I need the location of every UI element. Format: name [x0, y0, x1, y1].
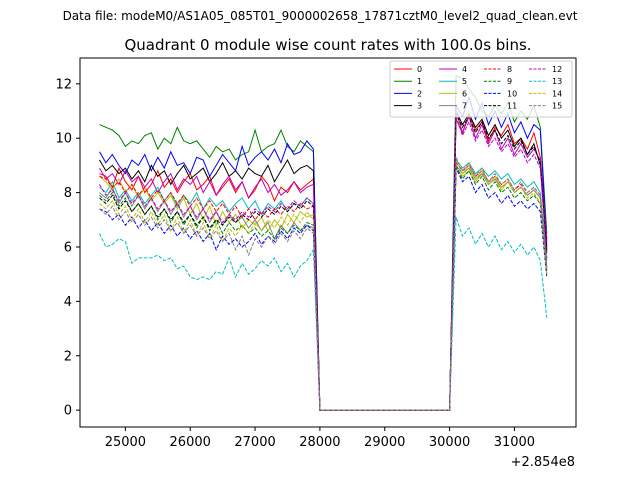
legend-label-6: 6 [462, 89, 467, 98]
series-line-2 [99, 95, 548, 411]
x-tick-label: 31000 [494, 435, 535, 450]
y-tick-label: 4 [64, 295, 72, 310]
x-offset-label: +2.854e8 [511, 455, 575, 470]
series-line-7 [99, 163, 548, 411]
x-tick-label: 26000 [170, 435, 211, 450]
series-line-9 [99, 165, 548, 411]
legend-label-4: 4 [462, 65, 467, 74]
legend-label-8: 8 [507, 65, 512, 74]
series-line-11 [99, 113, 548, 411]
figure-suptitle: Data file: modeM0/AS1A05_085T01_90000026… [63, 9, 578, 23]
x-tick-label: 30000 [429, 435, 470, 450]
series-line-15 [99, 157, 548, 411]
x-tick-label: 29000 [364, 435, 405, 450]
legend-label-9: 9 [507, 77, 512, 86]
chart-title: Quadrant 0 module wise count rates with … [124, 36, 531, 54]
series-line-12 [99, 116, 548, 411]
legend-box [389, 60, 573, 118]
legend-label-14: 14 [552, 89, 562, 98]
legend-label-11: 11 [507, 102, 517, 111]
y-tick-label: 12 [55, 77, 72, 92]
plot-frame [79, 57, 577, 428]
legend-label-1: 1 [417, 77, 422, 86]
series-line-3 [99, 110, 548, 411]
y-tick-label: 8 [64, 186, 72, 201]
x-tick-label: 28000 [299, 435, 340, 450]
legend-label-3: 3 [417, 102, 422, 111]
x-tick-label: 25000 [105, 435, 146, 450]
series-layer [99, 74, 548, 411]
legend-label-0: 0 [417, 65, 422, 74]
axes-layer: 25000 26000 27000 28000 29000 30000 31000 0 2 4 6 8… [55, 57, 577, 450]
series-line-10 [99, 167, 548, 411]
y-tick-label: 6 [64, 240, 72, 255]
legend-label-15: 15 [552, 102, 562, 111]
legend-label-2: 2 [417, 89, 422, 98]
y-tick-label: 10 [55, 132, 72, 147]
x-tick-label: 27000 [234, 435, 275, 450]
legend-label-5: 5 [462, 77, 467, 86]
y-tick-label: 2 [64, 349, 72, 364]
legend-label-13: 13 [552, 77, 562, 86]
legend-label-7: 7 [462, 102, 467, 111]
legend-label-10: 10 [507, 89, 517, 98]
series-line-4 [99, 110, 548, 411]
series-line-13 [99, 216, 548, 411]
series-line-0 [99, 112, 548, 411]
y-tick-label: 0 [64, 404, 72, 419]
legend-label-12: 12 [552, 65, 562, 74]
